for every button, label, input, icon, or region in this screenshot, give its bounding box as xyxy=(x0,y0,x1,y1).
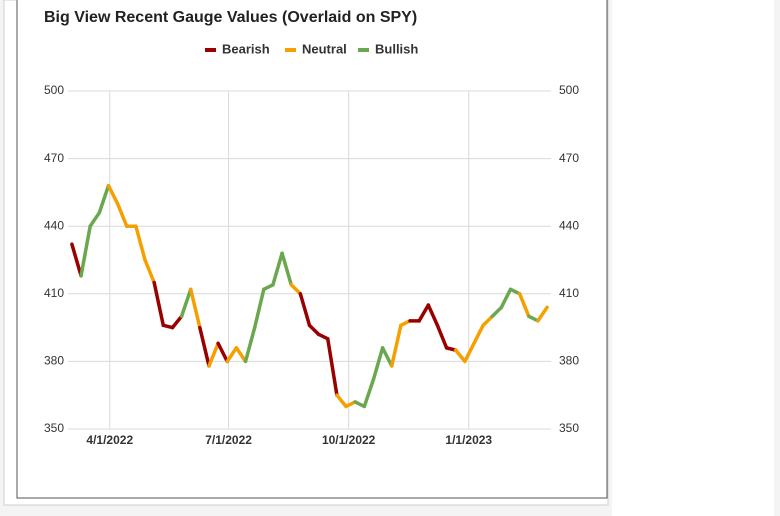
line-segment xyxy=(252,287,266,330)
line-segment xyxy=(143,258,156,285)
line-segment xyxy=(170,314,184,330)
line-segment xyxy=(517,292,531,319)
line-segment xyxy=(289,283,303,296)
x-tick-label: 1/1/2023 xyxy=(445,433,492,447)
y2-tick-label: 380 xyxy=(559,354,579,368)
line-segment xyxy=(134,224,147,262)
line-segment xyxy=(198,325,211,368)
line-segment xyxy=(243,325,257,364)
line-segment xyxy=(70,242,83,278)
line-segment xyxy=(335,393,348,409)
y2-tick-label: 500 xyxy=(559,83,579,97)
chart-title: Big View Recent Gauge Values (Overlaid o… xyxy=(44,9,417,26)
line-segment xyxy=(463,341,476,364)
line-segment xyxy=(207,341,220,368)
line-segment xyxy=(179,287,193,319)
line-segment xyxy=(481,314,495,328)
line-segment xyxy=(326,337,339,397)
line-segment xyxy=(216,341,230,364)
y2-tick-label: 470 xyxy=(559,151,579,165)
y-tick-label: 410 xyxy=(44,286,64,300)
line-segment xyxy=(97,183,111,215)
line-segment xyxy=(371,346,385,382)
line-segment xyxy=(380,346,394,368)
legend-label: Neutral xyxy=(302,41,347,56)
chart-frame xyxy=(16,0,608,499)
y-tick-label: 500 xyxy=(44,83,64,97)
line-segment xyxy=(362,377,376,409)
line-segment xyxy=(499,287,513,310)
line-segment xyxy=(225,346,239,364)
y-tick-label: 470 xyxy=(44,151,64,165)
line-segment xyxy=(106,183,120,206)
line-segment xyxy=(79,224,92,278)
line-segment xyxy=(426,303,440,328)
line-segment xyxy=(307,323,321,337)
line-segment xyxy=(490,305,504,319)
line-segment xyxy=(152,280,166,328)
y-tick-label: 380 xyxy=(44,354,64,368)
line-segment xyxy=(435,323,449,350)
line-segment xyxy=(389,323,403,368)
x-tick-label: 4/1/2022 xyxy=(86,433,133,447)
y-tick-label: 350 xyxy=(44,421,64,435)
y-tick-label: 440 xyxy=(44,218,64,232)
line-segment xyxy=(472,323,485,346)
y2-tick-label: 410 xyxy=(559,286,579,300)
line-segment xyxy=(298,292,312,328)
line-segment xyxy=(536,305,549,323)
side-panel xyxy=(612,0,774,516)
line-segment xyxy=(453,348,467,364)
line-segment xyxy=(271,251,284,287)
line-segment xyxy=(417,303,431,323)
line-segment xyxy=(234,346,248,364)
x-tick-label: 10/1/2022 xyxy=(322,433,376,447)
line-segment xyxy=(188,287,202,330)
y2-tick-label: 440 xyxy=(559,218,579,232)
line-segment xyxy=(88,210,102,228)
line-segment xyxy=(115,201,129,228)
legend-label: Bearish xyxy=(222,41,270,56)
y2-tick-label: 350 xyxy=(559,421,579,435)
legend-label: Bullish xyxy=(375,41,418,56)
line-segment xyxy=(280,251,293,287)
x-tick-label: 7/1/2022 xyxy=(205,433,252,447)
